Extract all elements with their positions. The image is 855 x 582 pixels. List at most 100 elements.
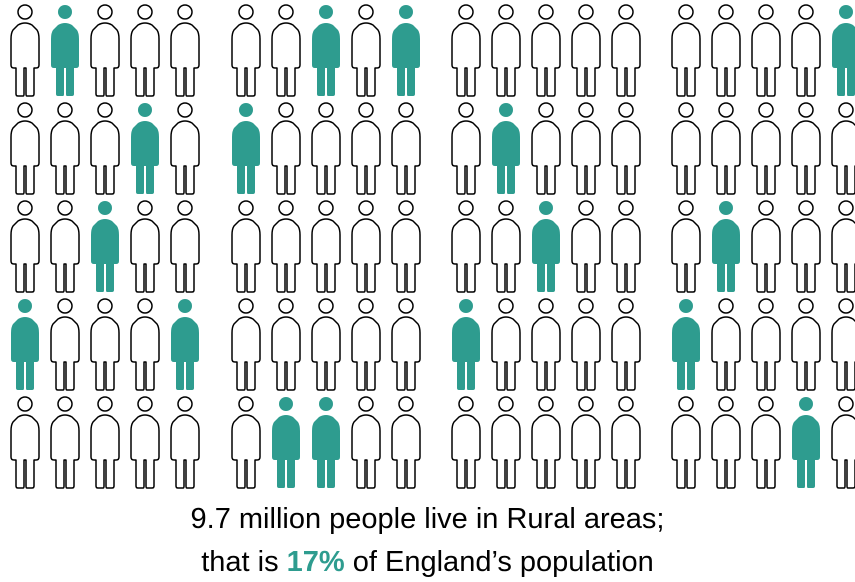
- person-icon: [351, 298, 381, 391]
- person-icon: [711, 396, 741, 489]
- person-icon: [491, 298, 521, 391]
- person-icon: [671, 102, 701, 195]
- person-icon: [611, 200, 641, 293]
- person-icon: [611, 102, 641, 195]
- person-icon: [170, 102, 200, 195]
- person-icon: [50, 102, 80, 195]
- caption-line-2-suffix: of England’s population: [344, 546, 654, 578]
- person-icon: [351, 4, 381, 97]
- person-icon-highlighted: [51, 5, 79, 96]
- person-icon: [391, 102, 421, 195]
- person-icon: [531, 4, 561, 97]
- person-icon: [711, 298, 741, 391]
- person-icon: [391, 200, 421, 293]
- person-icon: [671, 4, 701, 97]
- person-icon: [311, 200, 341, 293]
- person-icon: [791, 298, 821, 391]
- person-icon: [351, 396, 381, 489]
- person-icon: [571, 4, 601, 97]
- person-icon-highlighted: [312, 397, 340, 488]
- person-icon: [10, 200, 40, 293]
- person-icon: [491, 4, 521, 97]
- person-icon: [130, 396, 160, 489]
- person-icon: [571, 200, 601, 293]
- person-icon-highlighted: [492, 103, 520, 194]
- person-icon: [751, 102, 781, 195]
- person-icon: [10, 396, 40, 489]
- person-icon: [831, 298, 855, 391]
- person-icon: [491, 396, 521, 489]
- person-icon: [90, 298, 120, 391]
- caption-line-2-prefix: that is: [201, 546, 287, 578]
- person-icon-highlighted: [532, 201, 560, 292]
- population-pictogram: [10, 4, 855, 489]
- person-icon: [10, 4, 40, 97]
- person-icon: [90, 4, 120, 97]
- person-icon: [831, 396, 855, 489]
- person-icon-highlighted: [131, 103, 159, 194]
- person-icon: [451, 200, 481, 293]
- person-icon: [391, 396, 421, 489]
- person-icon-highlighted: [272, 397, 300, 488]
- person-icon: [271, 4, 301, 97]
- person-icon: [170, 200, 200, 293]
- person-icon-highlighted: [171, 299, 199, 390]
- person-icon: [351, 102, 381, 195]
- person-icon: [751, 298, 781, 391]
- person-icon: [311, 298, 341, 391]
- person-icon: [571, 396, 601, 489]
- person-icon: [491, 200, 521, 293]
- person-icon: [791, 4, 821, 97]
- person-icon-highlighted: [312, 5, 340, 96]
- pictogram-block: [231, 4, 421, 489]
- person-icon: [571, 102, 601, 195]
- person-icon: [90, 102, 120, 195]
- person-icon-highlighted: [672, 299, 700, 390]
- person-icon: [451, 396, 481, 489]
- person-icon: [711, 102, 741, 195]
- person-icon: [671, 396, 701, 489]
- person-icon: [231, 200, 261, 293]
- person-icon: [50, 298, 80, 391]
- person-icon: [271, 298, 301, 391]
- person-icon-highlighted: [792, 397, 820, 488]
- person-icon: [170, 4, 200, 97]
- pictogram-block: [451, 4, 641, 489]
- person-icon: [90, 396, 120, 489]
- person-icon: [10, 102, 40, 195]
- person-icon: [451, 4, 481, 97]
- person-icon: [791, 102, 821, 195]
- person-icon: [751, 396, 781, 489]
- person-icon: [531, 396, 561, 489]
- person-icon: [611, 396, 641, 489]
- person-icon: [571, 298, 601, 391]
- person-icon: [831, 102, 855, 195]
- person-icon: [130, 298, 160, 391]
- person-icon: [751, 200, 781, 293]
- person-icon-highlighted: [712, 201, 740, 292]
- caption-line-2: that is 17% of England’s population: [0, 545, 855, 579]
- person-icon: [391, 298, 421, 391]
- person-icon-highlighted: [232, 103, 260, 194]
- person-icon-highlighted: [832, 5, 855, 96]
- person-icon-highlighted: [11, 299, 39, 390]
- pictogram-block: [10, 4, 200, 489]
- person-icon: [451, 102, 481, 195]
- person-icon: [170, 396, 200, 489]
- person-icon: [311, 102, 341, 195]
- person-icon: [611, 4, 641, 97]
- person-icon: [791, 200, 821, 293]
- person-icon: [271, 102, 301, 195]
- person-icon: [711, 4, 741, 97]
- person-icon: [231, 4, 261, 97]
- caption-line-1: 9.7 million people live in Rural areas;: [190, 503, 665, 535]
- person-icon: [271, 200, 301, 293]
- person-icon: [130, 200, 160, 293]
- person-icon: [231, 396, 261, 489]
- person-icon: [50, 200, 80, 293]
- person-icon-highlighted: [91, 201, 119, 292]
- person-icon: [130, 4, 160, 97]
- person-icon: [50, 396, 80, 489]
- person-icon: [831, 200, 855, 293]
- person-icon: [351, 200, 381, 293]
